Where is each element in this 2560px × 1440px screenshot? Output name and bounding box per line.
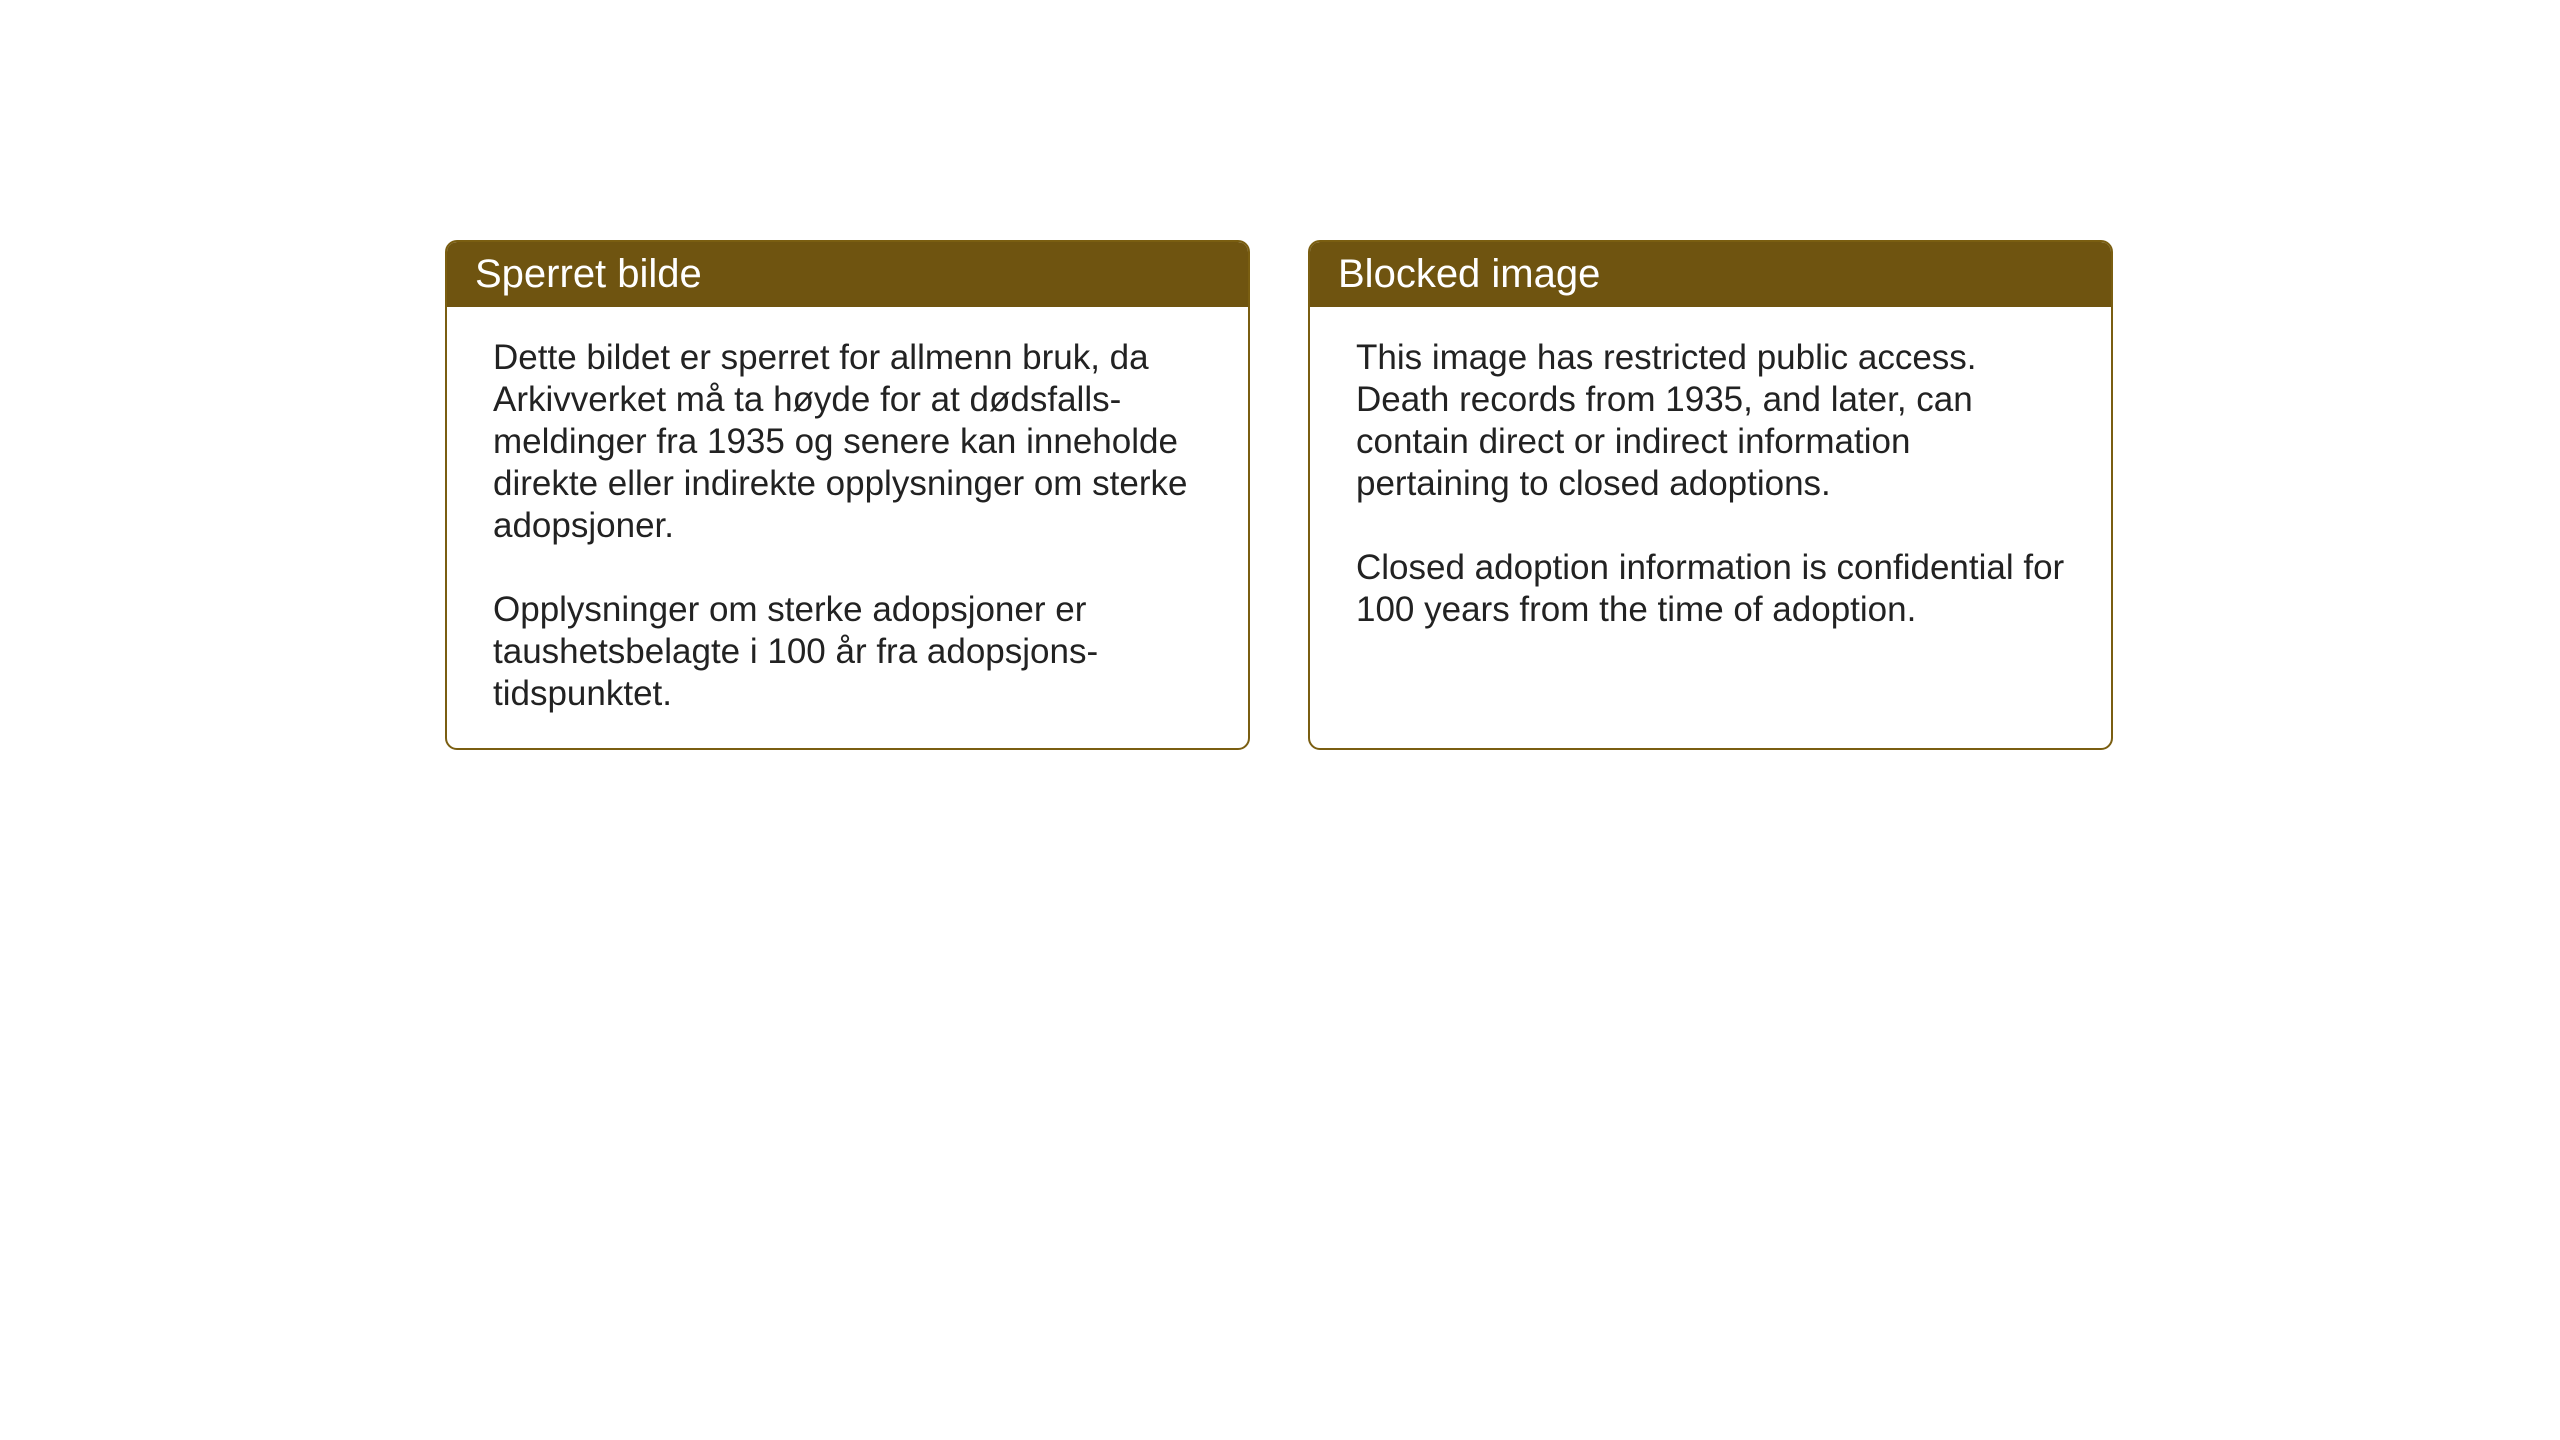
card-body-english: This image has restricted public access.… bbox=[1310, 307, 2111, 661]
notice-card-english: Blocked image This image has restricted … bbox=[1308, 240, 2113, 750]
notice-card-norwegian: Sperret bilde Dette bildet er sperret fo… bbox=[445, 240, 1250, 750]
card-title: Blocked image bbox=[1338, 252, 1600, 296]
card-header-english: Blocked image bbox=[1310, 242, 2111, 307]
notice-paragraph-1: This image has restricted public access.… bbox=[1356, 337, 2065, 505]
card-header-norwegian: Sperret bilde bbox=[447, 242, 1248, 307]
notice-paragraph-2: Closed adoption information is confident… bbox=[1356, 547, 2065, 631]
card-title: Sperret bilde bbox=[475, 252, 702, 296]
card-body-norwegian: Dette bildet er sperret for allmenn bruk… bbox=[447, 307, 1248, 745]
notice-paragraph-1: Dette bildet er sperret for allmenn bruk… bbox=[493, 337, 1202, 547]
notice-paragraph-2: Opplysninger om sterke adopsjoner er tau… bbox=[493, 589, 1202, 715]
notice-container: Sperret bilde Dette bildet er sperret fo… bbox=[445, 240, 2113, 750]
